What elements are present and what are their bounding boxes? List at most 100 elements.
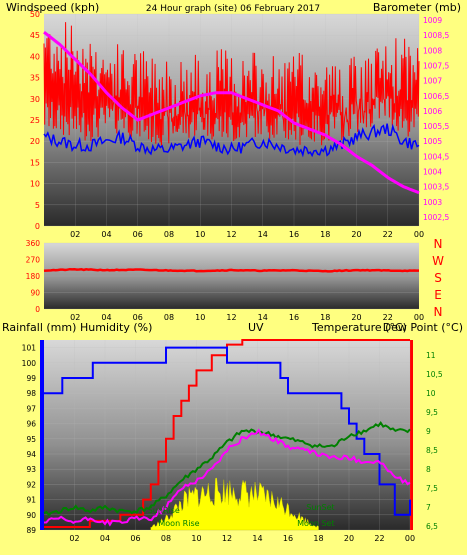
dir-x-tick-label: 18: [320, 313, 330, 322]
wind-tick-label: 45: [30, 31, 40, 40]
wind-x-tick-label: 06: [133, 230, 143, 239]
baro-tick-label: 1007,5: [423, 61, 449, 70]
wind-x-tick-label: 04: [101, 230, 111, 239]
compass-label: N: [434, 305, 443, 319]
humidity-label: Humidity (%): [80, 321, 152, 334]
temp-tick-label: 7,5: [426, 484, 438, 493]
bottom-x-tick-label: 08: [161, 534, 171, 543]
humidity-tick-label: 91: [26, 496, 36, 505]
dir-tick-label: 90: [30, 289, 40, 298]
bottom-x-tick-label: 18: [313, 534, 323, 543]
compass-label: S: [434, 271, 442, 285]
wind-tick-label: 15: [30, 158, 40, 167]
baro-tick-label: 1004: [423, 167, 442, 176]
dir-x-tick-label: 14: [258, 313, 268, 322]
compass-label: N: [434, 237, 443, 251]
windspeed-label: Windspeed (kph): [6, 1, 99, 14]
bottom-x-tick-label: 20: [344, 534, 354, 543]
wind-tick-label: 50: [30, 10, 40, 19]
humidity-tick-label: 98: [26, 389, 36, 398]
dir-x-tick-label: 22: [383, 313, 393, 322]
uv-area: [150, 477, 319, 531]
humidity-tick-label: 92: [26, 480, 36, 489]
humidity-line: [44, 346, 411, 516]
moonrise-label: Moon Rise: [158, 519, 199, 528]
wind-x-tick-label: 12: [226, 230, 236, 239]
dir-x-tick-label: 20: [351, 313, 361, 322]
compass-label: W: [432, 254, 444, 268]
humidity-tick-label: 90: [26, 511, 36, 520]
temperature-label: Temperature (°C): [311, 321, 407, 334]
dir-tick-label: 0: [35, 305, 40, 314]
compass-label: E: [434, 288, 442, 302]
humidity-tick-label: 101: [22, 344, 37, 353]
dir-x-tick-label: 00: [414, 313, 424, 322]
wind-tick-label: 20: [30, 137, 40, 146]
baro-tick-label: 1007: [423, 77, 442, 86]
baro-tick-label: 1009: [423, 16, 442, 25]
dir-tick-label: 180: [26, 272, 41, 281]
bottom-x-tick-label: 16: [283, 534, 293, 543]
wind-x-tick-label: 20: [351, 230, 361, 239]
wind-tick-label: 30: [30, 95, 40, 104]
temp-tick-label: 10: [426, 389, 436, 398]
baro-tick-label: 1003: [423, 198, 442, 207]
bottom-x-tick-label: 00: [405, 534, 415, 543]
wind-x-tick-label: 16: [289, 230, 299, 239]
wind-x-tick-label: 18: [320, 230, 330, 239]
baro-tick-label: 1004,5: [423, 152, 449, 161]
humidity-axis-bar: [40, 340, 44, 530]
temperature-line: [43, 428, 411, 527]
baro-tick-label: 1005: [423, 137, 442, 146]
baro-tick-label: 1008: [423, 46, 442, 55]
wind-tick-label: 10: [30, 180, 40, 189]
graph-title: 24 Hour graph (site) 06 February 2017: [146, 4, 320, 14]
bottom-x-tick-label: 02: [69, 534, 79, 543]
wind-x-tick-label: 00: [414, 230, 424, 239]
humidity-tick-label: 96: [26, 420, 36, 429]
bottom-x-tick-label: 10: [191, 534, 201, 543]
wind-x-tick-label: 22: [383, 230, 393, 239]
baro-tick-label: 1002,5: [423, 213, 449, 222]
uv-label: UV: [248, 321, 264, 334]
wind-direction-line: [43, 267, 419, 273]
wind-tick-label: 0: [35, 222, 40, 231]
humidity-tick-label: 99: [26, 374, 36, 383]
barometer-label: Barometer (mb): [373, 1, 461, 14]
dir-x-tick-label: 02: [70, 313, 80, 322]
dewpoint-label: Dew Point (°C): [383, 321, 463, 334]
wind-x-tick-label: 10: [195, 230, 205, 239]
dir-x-tick-label: 04: [101, 313, 111, 322]
bottom-x-tick-label: 14: [252, 534, 262, 543]
bottom-x-tick-label: 04: [100, 534, 110, 543]
rainfall-label: Rainfall (mm): [2, 321, 76, 334]
baro-tick-label: 1003,5: [423, 183, 449, 192]
sunset-label: SunSet: [306, 503, 334, 512]
sunrise-label: SunRise: [148, 506, 180, 515]
wind-x-tick-label: 14: [258, 230, 268, 239]
humidity-tick-label: 94: [26, 450, 36, 459]
temp-tick-label: 9,5: [426, 408, 438, 417]
baro-tick-label: 1006: [423, 107, 442, 116]
temp-tick-label: 11: [426, 351, 436, 360]
bottom-x-tick-label: 22: [374, 534, 384, 543]
dir-x-tick-label: 10: [195, 313, 205, 322]
humidity-tick-label: 95: [26, 435, 36, 444]
dir-tick-label: 360: [26, 239, 41, 248]
dir-x-tick-label: 12: [226, 313, 236, 322]
baro-tick-label: 1008,5: [423, 31, 449, 40]
dir-x-tick-label: 08: [164, 313, 174, 322]
wind-tick-label: 40: [30, 52, 40, 61]
moonset-label: Moon Set: [297, 519, 334, 528]
wind-average-line: [43, 123, 420, 158]
humidity-tick-label: 89: [26, 526, 36, 535]
wind-x-tick-label: 02: [70, 230, 80, 239]
rainfall-line: [44, 339, 410, 528]
temp-tick-label: 7: [426, 503, 431, 512]
temp-tick-label: 10,5: [426, 370, 443, 379]
dir-x-tick-label: 06: [133, 313, 143, 322]
dir-tick-label: 270: [26, 256, 41, 265]
humidity-tick-label: 97: [26, 404, 36, 413]
temp-tick-label: 9: [426, 427, 431, 436]
